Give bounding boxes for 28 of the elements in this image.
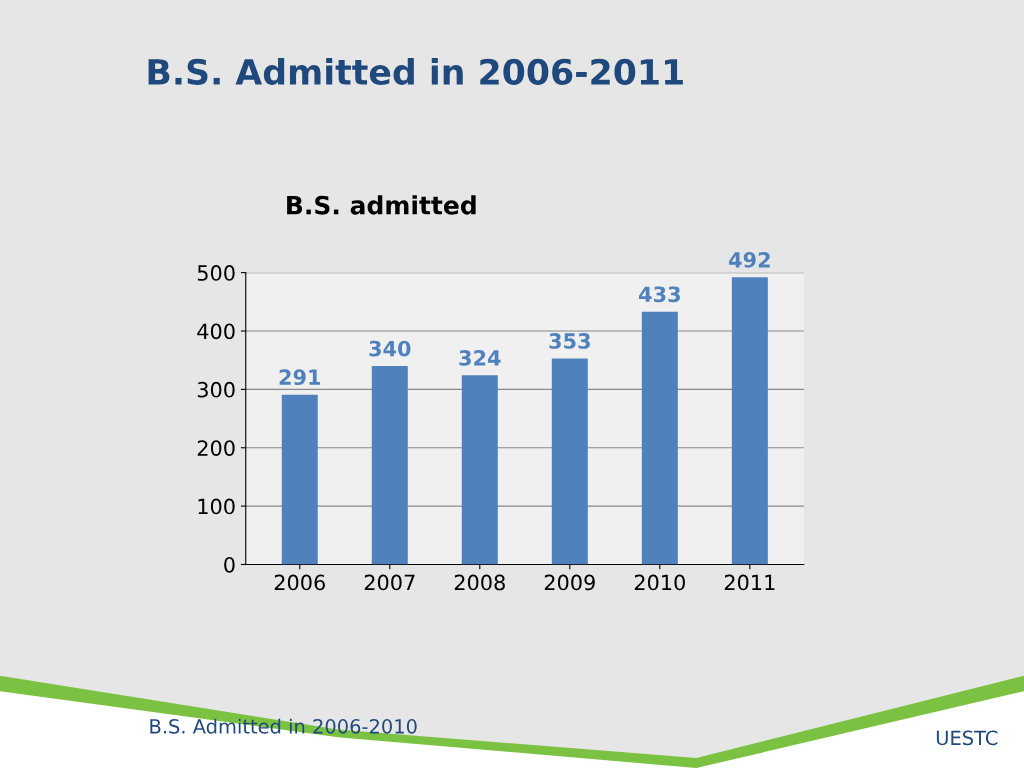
x-tick-label: 2006 — [274, 574, 325, 591]
data-label: 433 — [639, 286, 680, 303]
y-tick-label: 0 — [224, 556, 235, 573]
bar — [461, 375, 498, 565]
x-tick-label: 2009 — [544, 574, 595, 591]
data-label: 353 — [549, 333, 590, 349]
data-label: 291 — [279, 369, 321, 386]
x-tick-label: 2008 — [454, 574, 505, 591]
chart-subtitle: B.S. admitted — [287, 195, 476, 215]
y-tick-label: 300 — [197, 381, 235, 398]
data-label: 492 — [729, 251, 770, 268]
data-label: 340 — [369, 340, 411, 357]
y-tick-label: 100 — [198, 498, 235, 515]
bar — [551, 358, 588, 565]
y-tick-label: 200 — [197, 440, 235, 456]
bar — [641, 311, 678, 565]
text: B.S. Admitted in 2006-2010 — [150, 718, 417, 734]
data-label: 324 — [459, 350, 501, 366]
bar — [281, 394, 318, 565]
x-tick-label: 2010 — [634, 574, 685, 591]
chart-title: B.S. Admitted in 2006-2011 — [148, 58, 683, 85]
y-tick-label: 400 — [197, 323, 235, 340]
x-tick-label: 2007 — [364, 574, 415, 591]
bar — [731, 277, 768, 565]
text: UESTC — [936, 730, 998, 746]
y-tick-label: 500 — [197, 265, 235, 281]
x-tick-label: 2011 — [724, 574, 775, 591]
bar — [371, 366, 408, 565]
